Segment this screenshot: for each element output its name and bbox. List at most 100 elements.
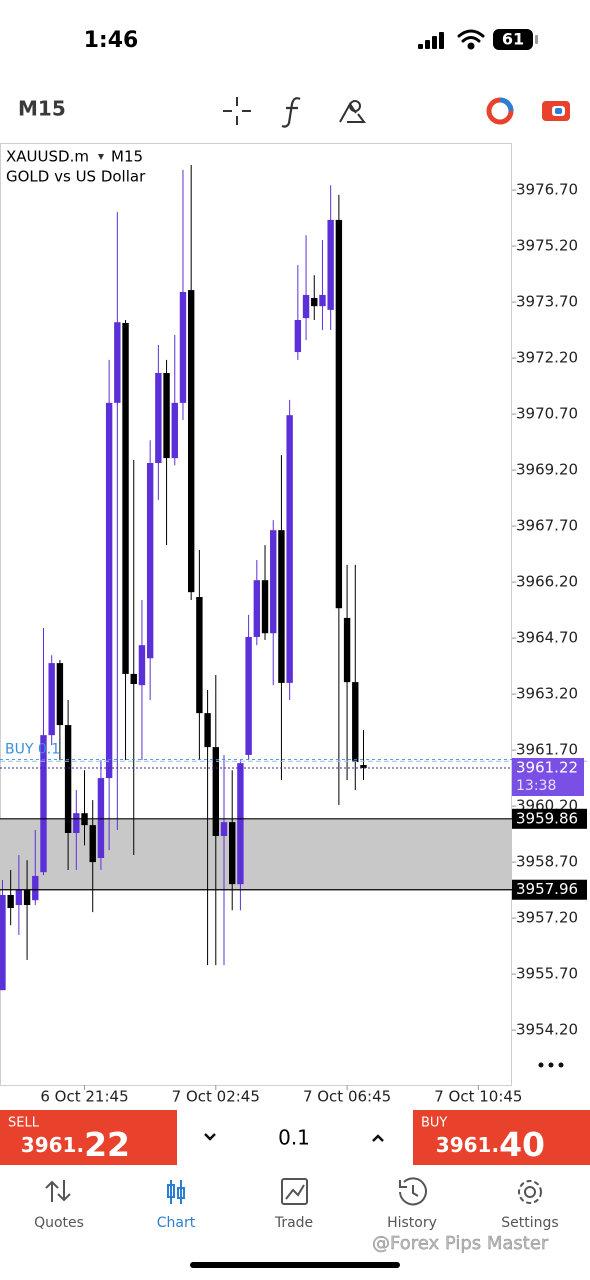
candle-body — [130, 673, 137, 685]
y-tick-label: 3958.70 — [516, 853, 578, 871]
quotes-icon[interactable] — [45, 1180, 71, 1202]
candle-body — [327, 219, 334, 310]
candle-body — [138, 645, 146, 686]
clock: 1:46 — [84, 28, 139, 53]
wifi-icon — [457, 29, 485, 50]
y-tick-label: 3972.20 — [516, 349, 578, 367]
candle-body — [7, 894, 14, 909]
more-button[interactable] — [538, 1062, 564, 1068]
zone — [0, 818, 512, 890]
nav-label[interactable]: Settings — [501, 1215, 558, 1231]
candle-body — [122, 322, 129, 674]
candle-body — [253, 580, 261, 637]
nav-label[interactable]: Trade — [274, 1215, 313, 1231]
candle-body — [343, 617, 351, 683]
candle-body — [40, 735, 47, 873]
y-tick-label: 3969.20 — [516, 461, 578, 479]
indicators-button[interactable] — [281, 97, 301, 128]
candle-body — [302, 294, 310, 319]
chart-timeframe: M15 — [111, 148, 143, 166]
bid-label-box — [512, 758, 584, 797]
account-button[interactable] — [486, 97, 514, 125]
volume-down[interactable] — [204, 1133, 216, 1141]
candle-body — [229, 822, 236, 885]
candle-body — [220, 822, 228, 836]
candle-body — [360, 765, 367, 769]
order-label: BUY 0.1 — [5, 741, 60, 757]
candle-body — [286, 415, 293, 683]
objects-button[interactable] — [339, 100, 366, 123]
x-tick-label: 6 Oct 21:45 — [40, 1088, 128, 1106]
sell-price-prefix: 3961. — [21, 1133, 84, 1157]
buy-price: 3961.40 — [436, 1125, 545, 1164]
candle-body — [105, 402, 113, 779]
nav-label[interactable]: Chart — [157, 1215, 196, 1231]
level-label: 3959.86 — [516, 809, 578, 827]
nav-icons — [45, 1177, 542, 1206]
chart-icon[interactable] — [167, 1180, 185, 1204]
battery-cap — [535, 35, 538, 44]
candle-body — [146, 462, 154, 659]
symbol-description: GOLD vs US Dollar — [6, 168, 146, 186]
level-label-box — [512, 808, 587, 829]
y-tick-label: 3957.20 — [516, 909, 578, 927]
x-tick-label: 7 Oct 06:45 — [303, 1088, 391, 1106]
candle-body — [245, 636, 252, 755]
y-tick-label: 3973.70 — [516, 293, 578, 311]
signal-icon — [418, 32, 444, 49]
y-tick-label: 3970.70 — [516, 405, 578, 423]
bid-label: 3961.22 — [516, 759, 578, 777]
candle-body — [89, 825, 96, 863]
candle-body — [352, 682, 359, 763]
candle-body — [335, 219, 343, 609]
watermark: @Forex Pips Master — [372, 1233, 549, 1254]
buy-price-prefix: 3961. — [436, 1133, 499, 1157]
battery-level: 61 — [502, 30, 524, 49]
candle-body — [114, 322, 121, 403]
y-tick-label: 3966.20 — [516, 573, 578, 591]
timeframe-button[interactable]: M15 — [18, 97, 66, 121]
symbol-dropdown[interactable] — [98, 154, 104, 160]
volume-up[interactable] — [372, 1134, 384, 1142]
candle-body — [163, 372, 170, 459]
buy-label: BUY — [421, 1116, 447, 1131]
trade-icon[interactable] — [281, 1178, 308, 1205]
level-label-box — [512, 879, 587, 900]
candle-body — [32, 875, 39, 901]
buy-button[interactable] — [413, 1110, 590, 1165]
sell-button[interactable] — [0, 1110, 177, 1165]
candle-body — [196, 597, 203, 714]
trade-button[interactable] — [542, 101, 570, 121]
y-tick-label: 3967.70 — [516, 517, 578, 535]
x-tick-label: 7 Oct 02:45 — [172, 1088, 260, 1106]
x-tick-label: 7 Oct 10:45 — [434, 1088, 522, 1106]
home-indicator — [190, 1262, 400, 1268]
crosshair-button[interactable] — [223, 97, 251, 125]
nav-label[interactable]: Quotes — [34, 1215, 84, 1231]
sell-label: SELL — [8, 1116, 40, 1131]
nav-label[interactable]: History — [387, 1215, 437, 1231]
candle-body — [261, 580, 269, 634]
candle-body — [319, 294, 326, 307]
sell-price-suffix: 22 — [84, 1125, 130, 1164]
settings-icon[interactable] — [518, 1180, 542, 1204]
countdown: 13:38 — [516, 778, 556, 794]
candle-body — [311, 297, 318, 307]
y-tick-label: 3961.70 — [516, 741, 578, 759]
buy-price-suffix: 40 — [499, 1125, 545, 1164]
candle-body — [187, 290, 195, 593]
level-label: 3957.96 — [516, 880, 578, 898]
y-tick-label: 3963.20 — [516, 685, 578, 703]
candle-body — [73, 813, 80, 833]
candle-body — [278, 530, 285, 683]
candle-body — [204, 713, 211, 748]
y-tick-label: 3955.70 — [516, 965, 578, 983]
candle-body — [155, 372, 162, 463]
history-icon[interactable] — [399, 1177, 427, 1206]
y-tick-label: 3954.20 — [516, 1021, 578, 1039]
volume[interactable]: 0.1 — [278, 1126, 310, 1150]
symbol: XAUUSD.m — [6, 148, 89, 166]
candle-body — [48, 663, 55, 736]
